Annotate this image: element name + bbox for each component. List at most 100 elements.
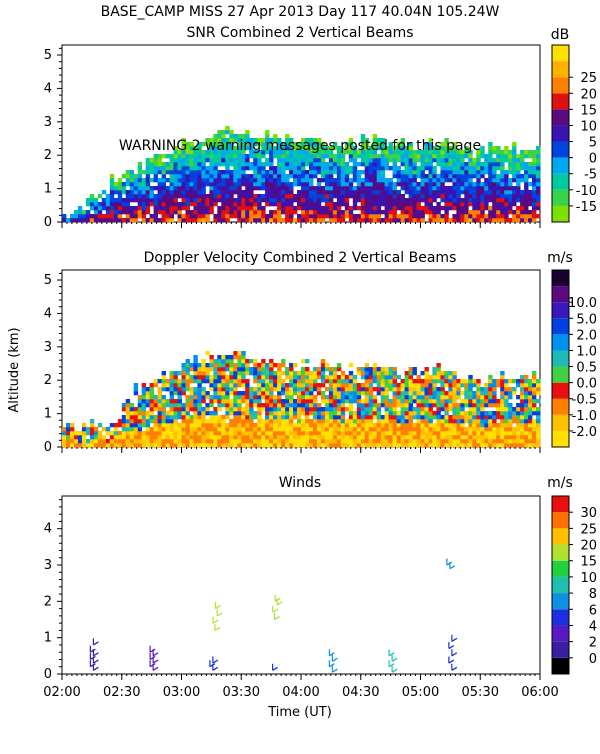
snr-cell <box>408 154 413 159</box>
doppler-cell <box>456 427 461 432</box>
snr-cell <box>261 206 266 211</box>
doppler-cell <box>245 399 250 404</box>
doppler-cell <box>257 419 262 424</box>
snr-cell <box>245 146 250 151</box>
snr-cell <box>229 158 234 163</box>
doppler-cell <box>408 379 413 384</box>
doppler-cell <box>528 407 533 412</box>
doppler-cell <box>185 363 190 368</box>
snr-cell <box>301 166 306 171</box>
snr-cell <box>261 154 266 159</box>
snr-cell <box>209 182 214 187</box>
doppler-cell <box>384 423 389 428</box>
doppler-cell <box>380 395 386 400</box>
snr-cell <box>456 158 461 163</box>
doppler-cell <box>129 419 135 424</box>
doppler-cell <box>289 375 294 380</box>
snr-cell <box>225 174 230 179</box>
doppler-cell <box>157 407 162 412</box>
snr-cell <box>257 174 262 179</box>
snr-cell <box>412 190 417 195</box>
snr-cell <box>213 174 218 179</box>
snr-cell <box>372 202 378 207</box>
snr-cell <box>233 162 238 167</box>
snr-cell <box>480 174 485 179</box>
doppler-cell <box>257 403 262 408</box>
doppler-cell <box>444 407 449 412</box>
snr-cell <box>432 166 437 171</box>
snr-cell <box>169 174 174 179</box>
snr-cell <box>165 166 170 171</box>
snr-cell <box>320 190 326 195</box>
snr-cell <box>185 182 190 187</box>
doppler-cell <box>261 363 266 368</box>
doppler-cell <box>364 375 370 380</box>
snr-cell <box>137 182 143 187</box>
doppler-cell <box>448 395 453 400</box>
snr-cell <box>169 198 174 203</box>
doppler-cell <box>313 431 318 436</box>
doppler-cell <box>229 371 234 376</box>
doppler-cell <box>388 427 393 432</box>
wind-barb <box>215 605 221 610</box>
snr-colorbar-label: -10 <box>576 184 597 199</box>
snr-cell <box>516 198 521 203</box>
snr-cell <box>492 198 497 203</box>
snr-cell <box>424 162 429 167</box>
snr-cell <box>484 170 489 175</box>
doppler-cell <box>476 435 481 440</box>
snr-cell <box>408 182 413 187</box>
snr-cell <box>456 150 461 155</box>
snr-cell <box>336 198 342 203</box>
doppler-cell <box>352 383 358 388</box>
snr-cell <box>157 206 162 211</box>
snr-cell <box>468 186 473 191</box>
snr-colorbar-swatch <box>552 45 569 62</box>
snr-cell <box>209 166 214 171</box>
snr-cell <box>372 134 378 139</box>
doppler-cell <box>253 379 258 384</box>
doppler-cell <box>344 423 350 428</box>
doppler-cell <box>217 363 222 368</box>
snr-cell <box>193 146 198 151</box>
snr-cell <box>516 178 521 183</box>
snr-cell <box>289 190 294 195</box>
snr-cell <box>217 186 222 191</box>
doppler-cell <box>524 423 529 428</box>
snr-cell <box>428 218 433 223</box>
doppler-cell <box>432 375 437 380</box>
doppler-cell <box>185 411 190 416</box>
doppler-cell <box>316 387 322 392</box>
snr-cell <box>420 150 425 155</box>
doppler-cell <box>504 403 509 408</box>
snr-cell <box>261 194 266 199</box>
doppler-cell <box>528 383 533 388</box>
snr-cell <box>193 178 198 183</box>
snr-cell <box>137 214 143 219</box>
snr-cell <box>177 210 182 215</box>
doppler-cell <box>352 375 358 380</box>
snr-cell <box>468 210 473 215</box>
doppler-cell <box>289 443 294 448</box>
snr-cell <box>460 190 465 195</box>
doppler-cell <box>368 419 374 424</box>
doppler-cell <box>400 379 405 384</box>
doppler-cell <box>305 379 310 384</box>
snr-cell <box>340 198 346 203</box>
snr-cell <box>344 142 350 147</box>
doppler-cell <box>221 439 226 444</box>
snr-cell <box>352 174 358 179</box>
doppler-cell <box>480 431 485 436</box>
doppler-cell <box>133 439 139 444</box>
doppler-cell <box>125 399 131 404</box>
doppler-cell <box>269 423 274 428</box>
snr-cell <box>332 190 338 195</box>
doppler-cell <box>281 359 286 364</box>
doppler-cell <box>313 399 318 404</box>
snr-cell <box>476 170 481 175</box>
snr-cell <box>492 194 497 199</box>
doppler-cell <box>277 407 282 412</box>
snr-cell <box>520 150 525 155</box>
wind-barb <box>451 637 458 642</box>
doppler-cell <box>424 391 429 396</box>
